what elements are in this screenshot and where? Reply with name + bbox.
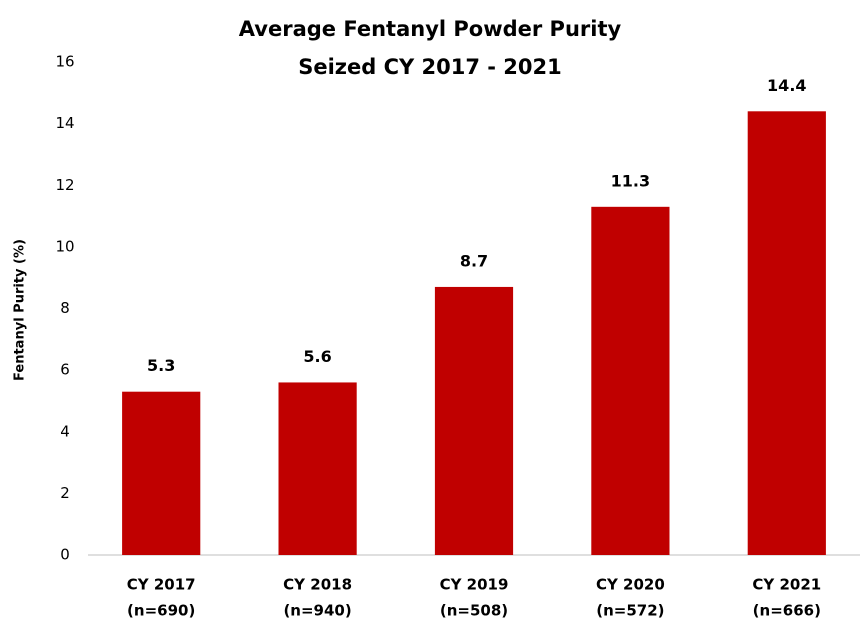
x-tick-sublabel: (n=940) xyxy=(283,602,351,620)
value-label: 5.6 xyxy=(303,347,331,366)
y-tick-label: 8 xyxy=(60,299,70,317)
y-tick-label: 0 xyxy=(60,546,70,564)
value-label: 11.3 xyxy=(611,171,650,190)
y-tick-label: 6 xyxy=(60,361,70,379)
y-tick-label: 2 xyxy=(60,484,70,502)
x-tick-label: CY 2021 xyxy=(752,576,821,594)
y-axis-label: Fentanyl Purity (%) xyxy=(13,239,28,381)
y-tick-label: 10 xyxy=(55,237,74,255)
x-tick-sublabel: (n=572) xyxy=(596,602,664,620)
x-tick-sublabel: (n=690) xyxy=(127,602,195,620)
chart-subtitle: Seized CY 2017 - 2021 xyxy=(298,55,562,79)
value-label: 5.3 xyxy=(147,356,175,375)
bar xyxy=(591,206,670,555)
x-tick-label: CY 2020 xyxy=(596,576,665,594)
bar xyxy=(122,391,201,555)
x-tick-label: CY 2017 xyxy=(127,576,196,594)
bar xyxy=(434,286,514,555)
value-label: 14.4 xyxy=(767,76,806,95)
x-tick-sublabel: (n=666) xyxy=(753,602,821,620)
bar xyxy=(278,382,357,555)
value-label: 8.7 xyxy=(460,251,488,270)
bar xyxy=(747,111,826,556)
y-tick-label: 14 xyxy=(55,114,74,132)
y-tick-label: 4 xyxy=(60,422,70,440)
y-tick-label: 12 xyxy=(55,176,74,194)
x-tick-label: CY 2019 xyxy=(440,576,509,594)
x-tick-sublabel: (n=508) xyxy=(440,602,508,620)
chart-title: Average Fentanyl Powder Purity xyxy=(239,17,622,41)
x-tick-label: CY 2018 xyxy=(283,576,352,594)
y-tick-label: 16 xyxy=(55,53,74,71)
